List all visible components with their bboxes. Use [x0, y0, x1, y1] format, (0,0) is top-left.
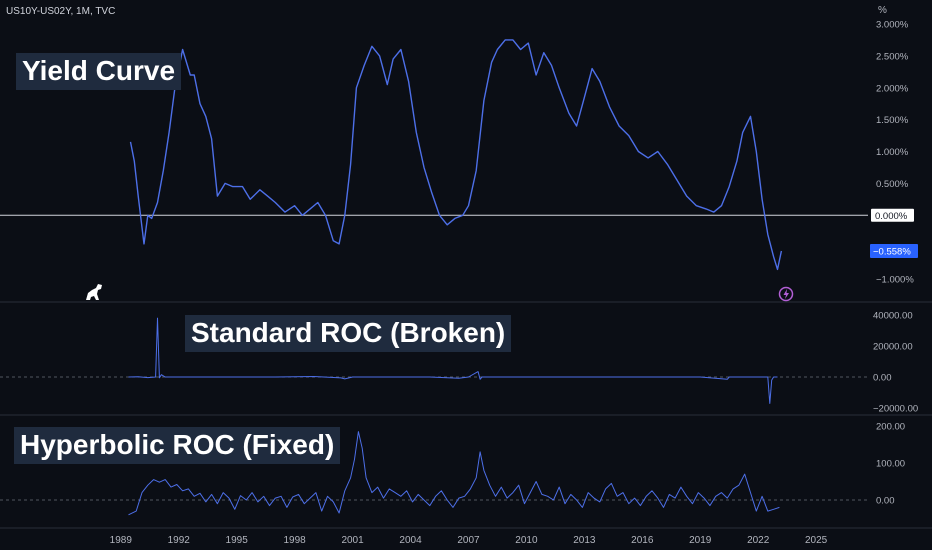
- y-tick-label: 3.000%: [876, 20, 909, 31]
- last-value-badge: [870, 243, 918, 258]
- axis-labels-layer: 3.000% 2.500% 2.000% 1.500% 1.000% 0.500% −1.0…: [110, 20, 919, 547]
- y-tick-label: 200.00: [876, 422, 905, 433]
- x-tick-label: 2025: [805, 535, 828, 546]
- y-tick-label: 0.500%: [876, 179, 909, 190]
- x-tick-label: 2001: [341, 535, 364, 546]
- x-tick-label: 2007: [457, 535, 480, 546]
- axis-unit-label: %: [878, 5, 887, 16]
- y-tick-label: −1.000%: [876, 275, 914, 286]
- x-tick-label: 1989: [110, 535, 133, 546]
- x-tick-label: 1998: [284, 535, 307, 546]
- lightning-icon[interactable]: [778, 286, 794, 302]
- x-tick-label: 2013: [573, 535, 596, 546]
- y-tick-label: 100.00: [876, 459, 905, 470]
- x-tick-label: 2019: [689, 535, 712, 546]
- symbol-info[interactable]: US10Y-US02Y, 1M, TVC: [6, 6, 116, 17]
- x-tick-label: 1995: [226, 535, 249, 546]
- zero-value-badge: [871, 208, 914, 222]
- x-tick-label: 2004: [399, 535, 422, 546]
- yield-curve-line[interactable]: [129, 39, 783, 271]
- x-tick-label: 2010: [515, 535, 538, 546]
- y-tick-label: 40000.00: [873, 311, 913, 322]
- title-hyperbolic-roc: Hyperbolic ROC (Fixed): [14, 427, 341, 464]
- x-tick-label: 2016: [631, 535, 654, 546]
- standard-roc-line[interactable]: [128, 317, 778, 404]
- y-tick-label: 0.00: [876, 496, 895, 507]
- y-tick-label: 1.500%: [876, 115, 909, 126]
- y-tick-label: −20000.00: [873, 404, 918, 415]
- zero-value-label: 0.000%: [875, 211, 908, 222]
- x-tick-label: 1992: [168, 535, 191, 546]
- y-tick-label: 0.00: [873, 373, 892, 384]
- y-tick-label: 1.000%: [876, 147, 909, 158]
- x-tick-label: 2022: [747, 535, 770, 546]
- title-yield-curve: Yield Curve: [16, 53, 182, 90]
- series-layer: [0, 39, 868, 516]
- last-value-label: −0.558%: [873, 246, 911, 257]
- hyperbolic-roc-line[interactable]: [128, 431, 780, 516]
- title-standard-roc: Standard ROC (Broken): [185, 315, 512, 352]
- y-tick-label: 2.500%: [876, 51, 909, 62]
- y-tick-label: 2.000%: [876, 83, 909, 94]
- y-tick-label: 20000.00: [873, 342, 913, 353]
- dinosaur-logo-icon[interactable]: [86, 284, 102, 300]
